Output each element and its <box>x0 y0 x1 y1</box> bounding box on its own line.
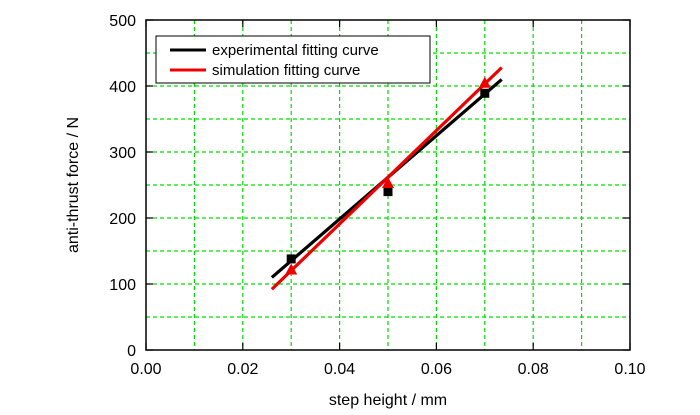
axis-ticks: 0.00 0.02 0.04 0.06 0.08 0.10 0 100 200 300 400 500 <box>109 13 645 378</box>
data-point-experimental <box>383 187 393 197</box>
x-tick-label: 0.02 <box>227 361 258 378</box>
y-tick-label: 400 <box>109 79 136 96</box>
legend: experimental fitting curve simulation fi… <box>155 35 431 84</box>
data-markers <box>285 76 491 275</box>
x-tick-label: 0.04 <box>324 361 355 378</box>
x-tick-label: 0.00 <box>130 361 161 378</box>
series-line-simulation <box>270 66 503 291</box>
y-tick-label: 0 <box>127 343 136 360</box>
grid <box>146 20 630 350</box>
x-axis-title: step height / mm <box>329 392 447 409</box>
y-tick-label: 100 <box>109 277 136 294</box>
plot-frame <box>145 19 631 351</box>
data-point-simulation <box>478 76 491 88</box>
x-tick-label: 0.08 <box>518 361 549 378</box>
legend-label-simulation: simulation fitting curve <box>212 62 360 79</box>
legend-label-experimental: experimental fitting curve <box>212 42 379 59</box>
y-tick-label: 200 <box>109 211 136 228</box>
series-lines <box>270 66 503 291</box>
data-point-simulation <box>382 177 394 189</box>
x-tick-label: 0.10 <box>614 361 645 378</box>
y-axis-title: anti-thrust force / N <box>65 117 82 253</box>
data-point-simulation <box>285 263 298 275</box>
data-point-experimental <box>286 254 296 264</box>
y-tick-label: 500 <box>109 13 136 30</box>
legend-box <box>155 35 431 84</box>
x-tick-label: 0.06 <box>421 361 452 378</box>
y-tick-label: 300 <box>109 145 136 162</box>
data-point-experimental <box>480 88 490 98</box>
